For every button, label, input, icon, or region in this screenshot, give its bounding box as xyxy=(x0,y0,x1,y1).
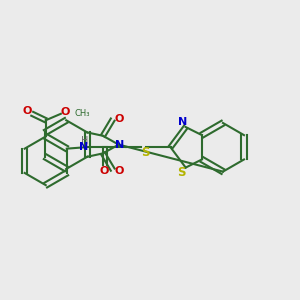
Text: CH₃: CH₃ xyxy=(74,109,90,118)
Text: S: S xyxy=(177,167,186,179)
Text: H: H xyxy=(81,136,88,146)
Text: O: O xyxy=(61,107,70,117)
Text: O: O xyxy=(22,106,32,116)
Text: O: O xyxy=(115,166,124,176)
Text: O: O xyxy=(115,113,124,124)
Text: O: O xyxy=(100,166,109,176)
Text: N: N xyxy=(80,142,89,152)
Text: N: N xyxy=(115,140,124,150)
Text: S: S xyxy=(141,146,150,159)
Text: N: N xyxy=(178,117,188,127)
